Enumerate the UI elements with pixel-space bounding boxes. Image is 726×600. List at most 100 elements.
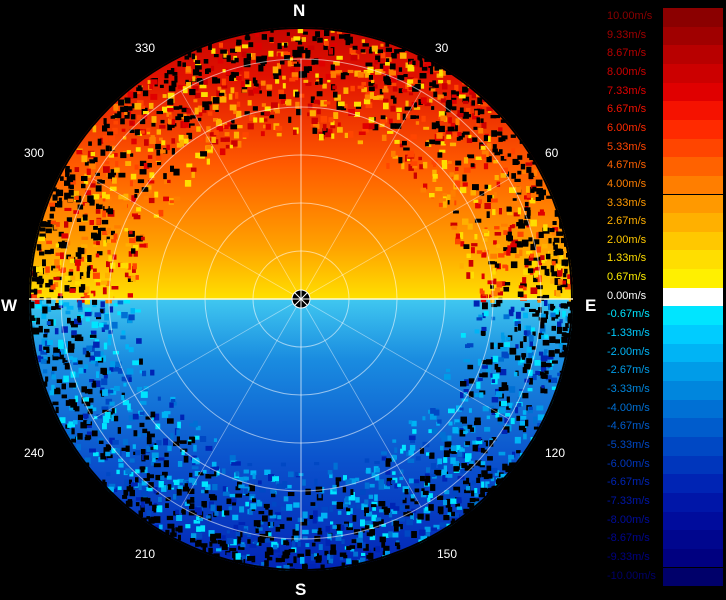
radar-velocity-plot [29, 27, 573, 571]
legend-label: 8.67m/s [607, 47, 647, 60]
legend-label: -5.33m/s [607, 438, 650, 451]
legend-entry: -9.33m/s [606, 548, 724, 568]
legend-entry: -1.33m/s [606, 325, 724, 344]
legend-swatch [663, 231, 723, 251]
legend-swatch [663, 138, 723, 158]
legend-label: -6.00m/s [607, 457, 650, 470]
azimuth-spoke [300, 298, 510, 420]
legend-label: -8.00m/s [607, 513, 650, 526]
legend-entry: 6.67m/s [606, 101, 724, 120]
legend-entry: -2.67m/s [606, 362, 724, 381]
legend-swatch [663, 63, 723, 83]
velocity-color-legend: 10.00m/s 9.33m/s 8.67m/s 8.00m/s 7.33m/s 6.67… [606, 8, 724, 590]
legend-label: 7.33m/s [607, 84, 647, 97]
legend-swatch [663, 119, 723, 139]
legend-label: 6.00m/s [607, 121, 647, 134]
legend-label: -7.33m/s [607, 494, 650, 507]
legend-swatch [663, 157, 723, 176]
legend-label: 4.00m/s [607, 177, 647, 190]
legend-entry: 8.67m/s [606, 45, 724, 64]
legend-entry: -0.67m/s [606, 306, 724, 326]
legend-label: -9.33m/s [607, 550, 650, 563]
legend-swatch [663, 399, 723, 419]
legend-swatch [663, 26, 723, 46]
legend-entry: 0.67m/s [606, 269, 724, 288]
legend-swatch [663, 269, 723, 288]
legend-swatch [663, 82, 723, 102]
legend-label: 3.33m/s [607, 196, 647, 209]
legend-swatch [663, 492, 723, 512]
legend-label: 8.00m/s [607, 65, 647, 78]
legend-label: -0.67m/s [607, 308, 650, 321]
legend-entry: 1.33m/s [606, 250, 724, 270]
legend-swatch [663, 194, 723, 214]
azimuth-spoke [180, 90, 302, 300]
legend-entry: 4.00m/s [606, 175, 724, 195]
legend-swatch [663, 287, 723, 307]
east-label: E [585, 296, 597, 315]
legend-swatch [663, 8, 723, 27]
legend-entry: -8.00m/s [606, 511, 724, 531]
legend-swatch [663, 548, 723, 568]
legend-entry: -10.00m/s [606, 567, 724, 587]
legend-swatch [663, 343, 723, 363]
legend-label: -10.00m/s [607, 569, 656, 582]
legend-entry: -2.00m/s [606, 343, 724, 363]
legend-entry: 2.00m/s [606, 231, 724, 251]
azimuth-label-330: 330 [135, 41, 156, 55]
legend-swatch [663, 436, 723, 456]
legend-entry: 7.33m/s [606, 82, 724, 102]
legend-entry: -7.33m/s [606, 492, 724, 512]
legend-entry: 9.33m/s [606, 26, 724, 46]
legend-label: -2.00m/s [607, 345, 650, 358]
legend-swatch [663, 418, 723, 437]
west-label: W [1, 296, 18, 315]
legend-label: -2.67m/s [607, 364, 650, 377]
legend-swatch [663, 250, 723, 270]
legend-label: -3.33m/s [607, 383, 650, 395]
legend-swatch [663, 530, 723, 549]
azimuth-label-30: 30 [435, 41, 449, 55]
azimuth-spoke [92, 178, 302, 300]
legend-label: -6.67m/s [607, 476, 650, 489]
legend-entry: 3.33m/s [606, 194, 724, 214]
legend-label: -8.67m/s [607, 532, 650, 545]
legend-label: 6.67m/s [607, 103, 647, 116]
legend-entry: 8.00m/s [606, 63, 724, 83]
legend-entry: -4.00m/s [606, 399, 724, 419]
legend-label: 2.67m/s [607, 215, 647, 228]
legend-label: 9.33m/s [607, 28, 647, 41]
legend-entry: 10.00m/s [606, 8, 724, 27]
legend-swatch [663, 306, 723, 326]
legend-swatch [663, 362, 723, 381]
legend-swatch [663, 511, 723, 531]
legend-label: 1.33m/s [607, 252, 647, 265]
azimuth-spoke [300, 178, 510, 300]
legend-label: -4.00m/s [607, 401, 650, 414]
legend-entry: -6.00m/s [606, 455, 724, 475]
legend-swatch [663, 175, 723, 195]
azimuth-spoke [300, 90, 422, 300]
legend-label: -4.67m/s [607, 420, 650, 433]
legend-swatch [663, 101, 723, 120]
legend-swatch [663, 325, 723, 344]
azimuth-spoke [300, 298, 422, 508]
legend-entry: 2.67m/s [606, 213, 724, 232]
azimuth-label-210: 210 [135, 547, 156, 561]
legend-label: 4.67m/s [607, 159, 647, 172]
legend-label: 10.00m/s [607, 10, 653, 22]
legend-label: 2.00m/s [607, 233, 647, 246]
north-label: N [293, 1, 306, 20]
south-label: S [295, 580, 307, 599]
legend-label: -1.33m/s [607, 327, 650, 340]
legend-entry: 4.67m/s [606, 157, 724, 176]
azimuth-label-240: 240 [24, 446, 45, 460]
azimuth-label-60: 60 [545, 146, 559, 160]
legend-label: 5.33m/s [607, 140, 647, 153]
legend-swatch [663, 455, 723, 475]
azimuth-label-150: 150 [437, 547, 458, 561]
legend-entry: -4.67m/s [606, 418, 724, 437]
legend-swatch [663, 567, 723, 587]
azimuth-spoke [92, 298, 302, 420]
